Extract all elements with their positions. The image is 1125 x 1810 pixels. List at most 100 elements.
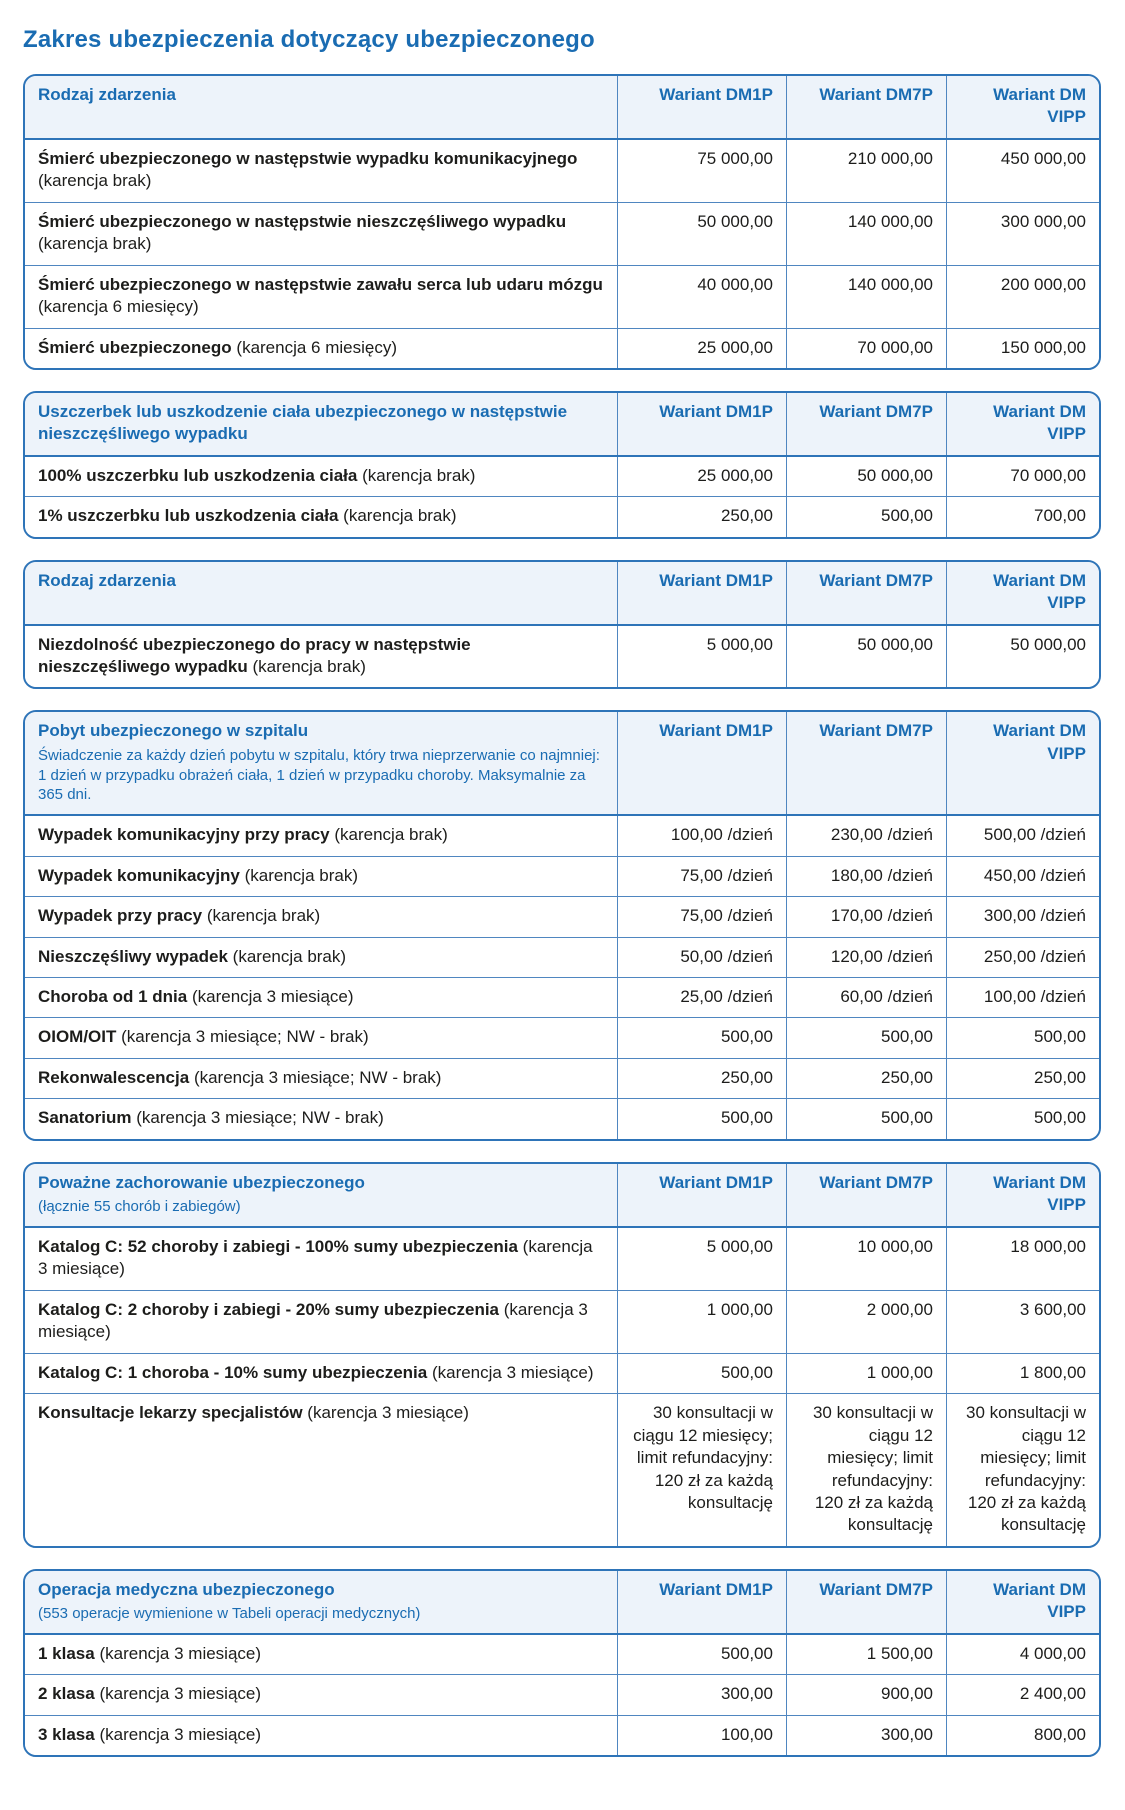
- table-head: Poważne zachorowanie ubezpieczonego (łącz…: [25, 1163, 1099, 1229]
- row-label-cell: OIOM/OIT (karencja 3 miesiące; NW - brak…: [25, 1017, 619, 1059]
- table-header-label-cell: Poważne zachorowanie ubezpieczonego (łącz…: [25, 1163, 619, 1229]
- table-head: Operacja medyczna ubezpieczonego (553 ope…: [25, 1570, 1099, 1636]
- value-cell: 300,00: [786, 1714, 947, 1756]
- row-label: Katalog C: 2 choroby i zabiegi - 20% sum…: [38, 1299, 500, 1319]
- row-label: Niezdolność ubezpieczonego do pracy w na…: [38, 634, 471, 676]
- table-header-label-cell: Rodzaj zdarzenia: [25, 561, 619, 626]
- row-label: Katalog C: 52 choroby i zabiegi - 100% s…: [38, 1237, 518, 1256]
- table-uszczerbek: Uszczerbek lub uszkodzenie ciała ubezpie…: [23, 390, 1101, 539]
- table-title: Poważne zachorowanie ubezpieczonego: [38, 1172, 365, 1192]
- row-note: (karencja 3 miesiące; NW - brak): [121, 1027, 369, 1047]
- row-note: (karencja 3 miesiące): [191, 987, 354, 1007]
- header-row: Poważne zachorowanie ubezpieczonego (łącz…: [25, 1163, 1099, 1229]
- table-body: Niezdolność ubezpieczonego do pracy w na…: [25, 624, 1099, 688]
- row-label-cell: Śmierć ubezpieczonego (karencja 6 miesię…: [25, 327, 619, 368]
- value-cell: 10 000,00: [786, 1227, 947, 1291]
- value-cell: 500,00: [617, 1098, 787, 1139]
- value-cell: 250,00: [617, 496, 787, 537]
- row-label-cell: Nieszczęśliwy wypadek (karencja brak): [25, 936, 619, 978]
- table-row: 1 klasa (karencja 3 miesiące) 500,00 1 500…: [25, 1634, 1099, 1675]
- table-row: Sanatorium (karencja 3 miesiące; NW - br…: [25, 1098, 1099, 1139]
- table-row: 2 klasa (karencja 3 miesiące) 300,00 900,0…: [25, 1674, 1099, 1716]
- column-header-1: Wariant DM1P: [617, 561, 787, 626]
- row-label: 1% uszczerbku lub uszkodzenia ciała: [38, 506, 339, 526]
- value-cell: 250,00: [617, 1057, 787, 1099]
- row-label-cell: Niezdolność ubezpieczonego do pracy w na…: [25, 624, 619, 688]
- column-header-2: Wariant DM7P: [786, 561, 947, 626]
- table-row: Śmierć ubezpieczonego (karencja 6 miesię…: [25, 327, 1099, 368]
- value-cell: 100,00: [617, 1714, 787, 1756]
- value-cell: 250,00 /dzień: [946, 936, 1099, 978]
- row-note: (karencja 3 miesiące): [99, 1644, 262, 1664]
- table-row: Śmierć ubezpieczonego w następstwie nies…: [25, 201, 1099, 266]
- value-cell: 50 000,00: [946, 624, 1099, 688]
- table-rodzaj-zdarzenia-niezdolnosc: Rodzaj zdarzenia Wariant DM1P Wariant DM7P…: [23, 559, 1101, 690]
- value-cell: 25,00 /dzień: [617, 977, 787, 1018]
- row-label-cell: 1% uszczerbku lub uszkodzenia ciała (kar…: [25, 496, 619, 537]
- table-powazne-zachorowanie: Poważne zachorowanie ubezpieczonego (łącz…: [23, 1161, 1101, 1548]
- value-cell: 50 000,00: [786, 624, 947, 688]
- row-label: Sanatorium: [38, 1108, 132, 1128]
- value-cell: 3 600,00: [946, 1289, 1099, 1354]
- row-label: OIOM/OIT: [38, 1027, 117, 1047]
- header-row: Rodzaj zdarzenia Wariant DM1P Wariant DM7P…: [25, 561, 1099, 626]
- table-row: Wypadek komunikacyjny przy pracy (karenc…: [25, 815, 1099, 857]
- value-cell: 500,00 /dzień: [946, 815, 1099, 857]
- row-note: (karencja brak): [362, 465, 476, 485]
- value-cell: 18 000,00: [946, 1227, 1099, 1291]
- row-note: (karencja 3 miesiące): [38, 1299, 588, 1342]
- row-label-cell: 2 klasa (karencja 3 miesiące): [25, 1674, 619, 1716]
- row-note: (karencja 3 miesiące; NW - brak): [193, 1067, 442, 1087]
- table-head: Pobyt ubezpieczonego w szpitalu Świadczen…: [25, 712, 1099, 817]
- value-cell: 300 000,00: [946, 201, 1099, 266]
- value-cell: 100,00 /dzień: [617, 815, 787, 857]
- value-cell: 40 000,00: [617, 264, 787, 328]
- row-label-cell: 3 klasa (karencja 3 miesiące): [25, 1714, 619, 1756]
- row-label-cell: Katalog C: 1 choroba - 10% sumy ubezpiec…: [25, 1352, 619, 1394]
- column-header-3: Wariant DM VIPP: [946, 712, 1099, 817]
- column-header-2: Wariant DM7P: [786, 392, 947, 457]
- row-label-cell: Sanatorium (karencja 3 miesiące; NW - br…: [25, 1098, 619, 1139]
- table-title: Uszczerbek lub uszkodzenie ciała ubezpie…: [38, 401, 568, 444]
- value-cell: 450,00 /dzień: [946, 855, 1099, 897]
- row-label: Wypadek komunikacyjny: [38, 865, 240, 885]
- table-row: Katalog C: 1 choroba - 10% sumy ubezpiec…: [25, 1352, 1099, 1394]
- row-note: (karencja 3 miesiące): [99, 1724, 262, 1744]
- header-row: Uszczerbek lub uszkodzenie ciała ubezpie…: [25, 392, 1099, 457]
- value-cell: 30 konsultacji w ciągu 12 miesięcy; limi…: [786, 1393, 947, 1546]
- row-note: (karencja 6 miesięcy): [236, 337, 398, 357]
- row-label-cell: Śmierć ubezpieczonego w następstwie wypa…: [25, 138, 619, 203]
- value-cell: 500,00: [617, 1017, 787, 1059]
- row-note: (karencja 3 miesiące): [99, 1684, 262, 1704]
- row-label: Śmierć ubezpieczonego w następstwie nies…: [38, 211, 567, 231]
- table-row: Śmierć ubezpieczonego w następstwie zawa…: [25, 264, 1099, 328]
- value-cell: 1 800,00: [946, 1352, 1099, 1394]
- table-body: 1 klasa (karencja 3 miesiące) 500,00 1 500…: [25, 1634, 1099, 1756]
- table-operacja-medyczna: Operacja medyczna ubezpieczonego (553 ope…: [23, 1568, 1101, 1758]
- value-cell: 300,00 /dzień: [946, 896, 1099, 938]
- row-label-cell: Wypadek przy pracy (karencja brak): [25, 896, 619, 938]
- value-cell: 50 000,00: [617, 201, 787, 266]
- value-cell: 70 000,00: [946, 455, 1099, 497]
- value-cell: 170,00 /dzień: [786, 896, 947, 938]
- value-cell: 4 000,00: [946, 1634, 1099, 1675]
- value-cell: 800,00: [946, 1714, 1099, 1756]
- table-row: Konsultacje lekarzy specjalistów (karenc…: [25, 1393, 1099, 1546]
- table-subtitle: Świadczenie za każdy dzień pobytu w szpi…: [38, 746, 600, 804]
- column-header-2: Wariant DM7P: [786, 712, 947, 817]
- table-rodzaj-zdarzenia-smierc: Rodzaj zdarzenia Wariant DM1P Wariant DM7P…: [23, 74, 1101, 370]
- column-header-2: Wariant DM7P: [786, 1570, 947, 1636]
- row-label-cell: Katalog C: 2 choroby i zabiegi - 20% sum…: [25, 1289, 619, 1354]
- row-label: Katalog C: 1 choroba - 10% sumy ubezpiec…: [38, 1362, 428, 1382]
- table-row: Niezdolność ubezpieczonego do pracy w na…: [25, 624, 1099, 688]
- value-cell: 50 000,00: [786, 455, 947, 497]
- table-title: Rodzaj zdarzenia: [38, 85, 176, 104]
- value-cell: 60,00 /dzień: [786, 977, 947, 1018]
- column-header-1: Wariant DM1P: [617, 712, 787, 817]
- table-row: Wypadek komunikacyjny (karencja brak) 75,…: [25, 855, 1099, 897]
- row-label-cell: Katalog C: 52 choroby i zabiegi - 100% s…: [25, 1227, 619, 1291]
- row-label-cell: Wypadek komunikacyjny (karencja brak): [25, 855, 619, 897]
- table-row: Katalog C: 2 choroby i zabiegi - 20% sum…: [25, 1289, 1099, 1354]
- value-cell: 5 000,00: [617, 624, 787, 688]
